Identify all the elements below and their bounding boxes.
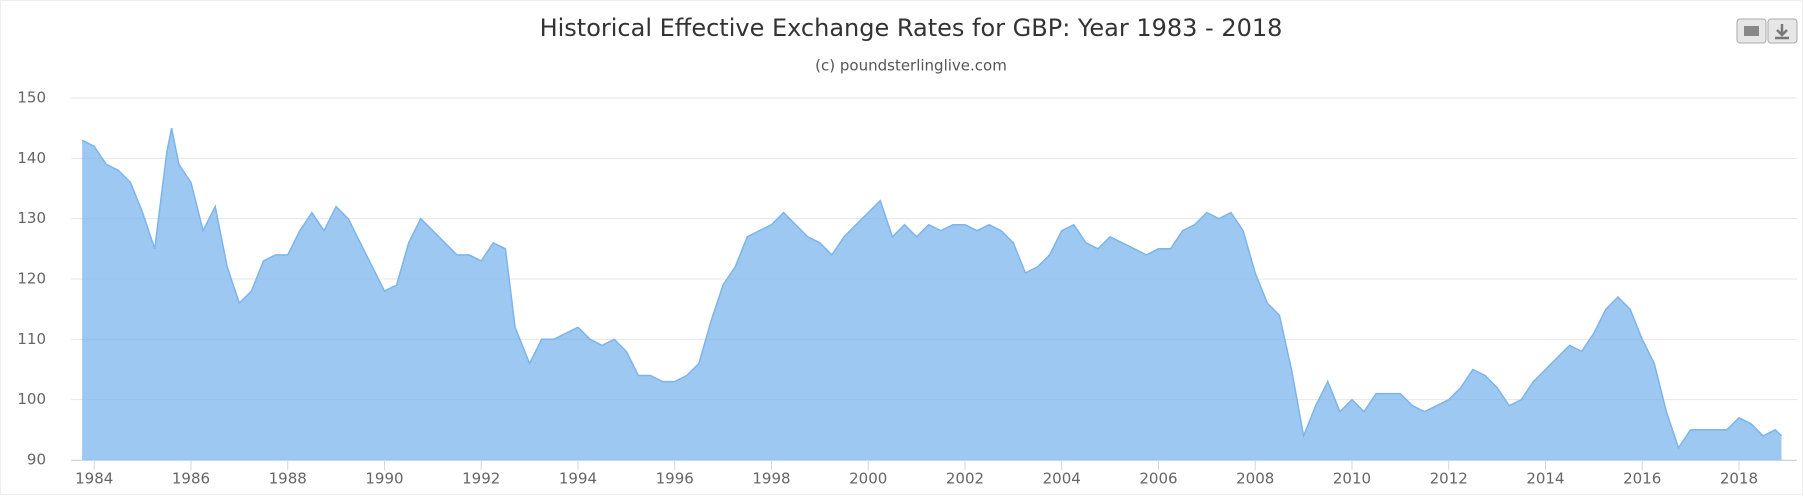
- chart-title: Historical Effective Exchange Rates for …: [540, 14, 1283, 42]
- x-tick-label: 1988: [269, 470, 307, 488]
- y-tick-label: 110: [17, 330, 46, 348]
- x-tick-label: 2000: [849, 470, 887, 488]
- x-tick-label: 2006: [1139, 470, 1177, 488]
- download-icon[interactable]: [1775, 24, 1789, 40]
- area-line: [81, 128, 1783, 450]
- print-icon[interactable]: [1744, 26, 1759, 36]
- area-fill: [82, 128, 1782, 460]
- y-tick-label: 130: [17, 209, 46, 227]
- x-tick-label: 1998: [752, 470, 790, 488]
- x-tick-label: 2004: [1043, 470, 1081, 488]
- x-tick-label: 1996: [656, 470, 694, 488]
- x-tick-label: 2008: [1236, 470, 1274, 488]
- x-tick-label: 2012: [1430, 470, 1468, 488]
- x-tick-label: 1984: [75, 470, 113, 488]
- y-tick-label: 120: [17, 270, 46, 288]
- y-tick-label: 100: [17, 390, 46, 408]
- y-tick-label: 90: [27, 451, 46, 469]
- x-tick-label: 2014: [1526, 470, 1564, 488]
- chart-subtitle: (c) poundsterlinglive.com: [815, 57, 1007, 75]
- x-tick-label: 2016: [1623, 470, 1661, 488]
- x-tick-label: 1994: [559, 470, 597, 488]
- x-tick-label: 1986: [172, 470, 210, 488]
- x-tick-label: 2018: [1720, 470, 1758, 488]
- download-button[interactable]: [1767, 18, 1798, 44]
- x-tick-label: 1990: [365, 470, 403, 488]
- y-tick-label: 140: [17, 149, 46, 167]
- x-tick-label: 2010: [1333, 470, 1371, 488]
- print-button[interactable]: [1736, 18, 1767, 44]
- x-tick-label: 2002: [946, 470, 984, 488]
- x-tick-label: 1992: [462, 470, 500, 488]
- y-tick-label: 150: [17, 89, 46, 107]
